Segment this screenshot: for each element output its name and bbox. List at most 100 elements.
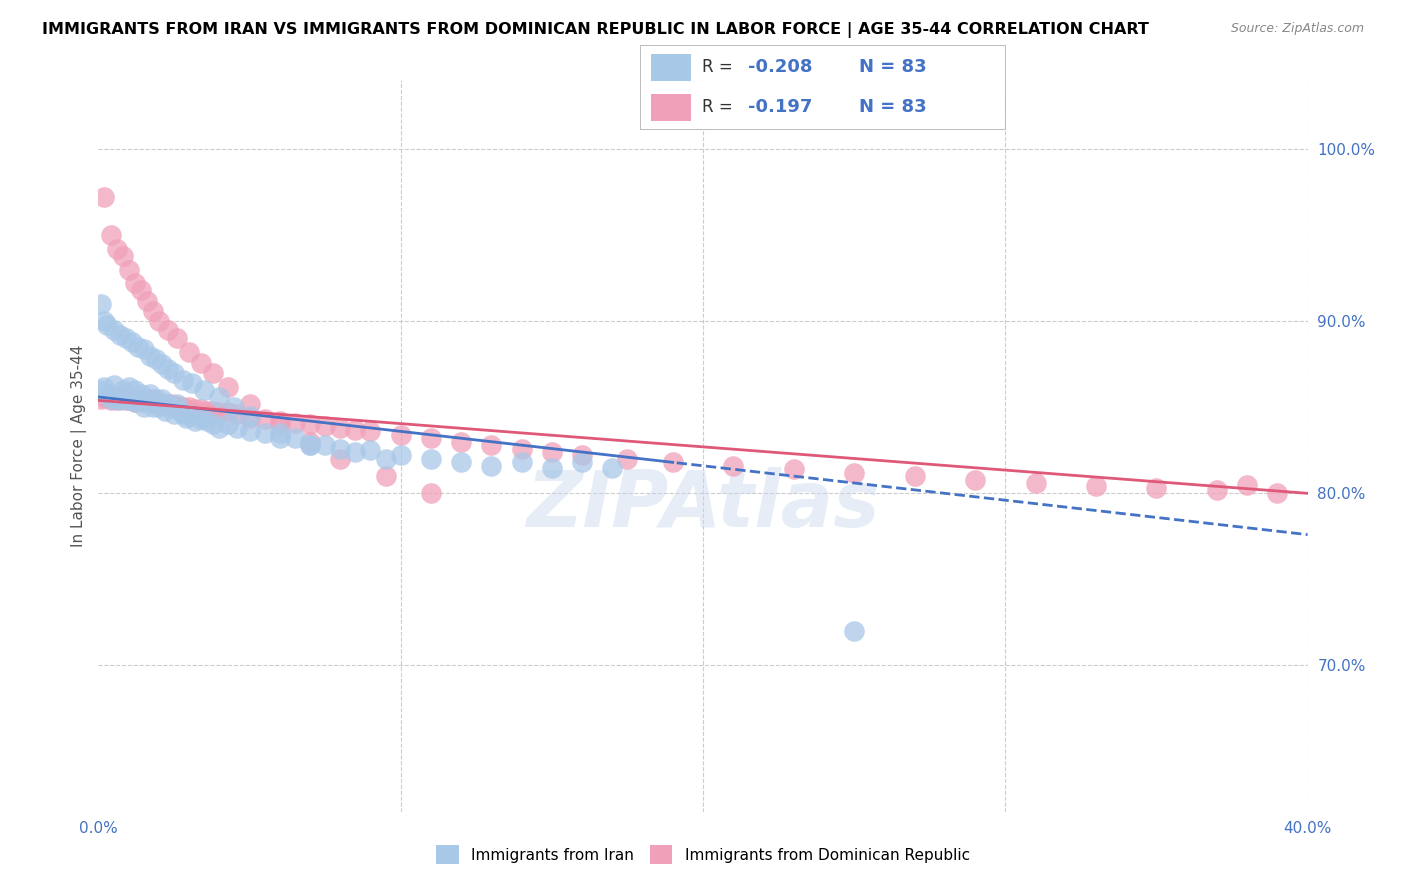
Point [114,390,136,404]
Point [224,401,246,415]
Point [314,438,336,452]
Point [193,383,215,397]
Point [169,403,191,417]
Point [420,451,443,466]
Point [93,379,115,393]
Point [153,397,176,411]
Point [129,393,152,408]
Point [127,340,149,354]
Point [121,393,143,408]
Point [127,392,149,406]
Point [132,392,155,406]
Point [103,390,125,404]
Point [135,395,157,409]
Point [172,401,194,415]
Point [108,393,131,408]
Point [160,397,183,411]
Point [1024,475,1046,490]
Point [481,438,503,452]
Point [118,262,141,277]
Point [190,402,212,417]
Point [103,323,125,337]
Point [129,283,152,297]
Point [132,395,155,409]
Point [96,386,118,401]
Point [195,403,218,417]
Point [163,366,186,380]
Point [132,342,155,356]
Point [114,393,136,408]
Point [269,431,291,445]
Point [184,414,207,428]
Point [166,399,188,413]
Point [1085,479,1108,493]
Point [153,403,176,417]
Point [344,445,367,459]
Point [190,355,212,369]
Point [360,425,382,439]
Point [844,624,866,638]
Point [202,417,225,432]
Point [269,417,291,432]
Point [93,190,115,204]
Text: ZIPAtlas: ZIPAtlas [526,467,880,542]
Point [208,390,231,404]
Point [166,397,188,411]
Point [93,314,115,328]
Point [965,473,987,487]
Legend: Immigrants from Iran, Immigrants from Dominican Republic: Immigrants from Iran, Immigrants from Do… [430,839,976,870]
Point [571,449,593,463]
Point [105,393,128,408]
Point [118,379,141,393]
Point [450,455,472,469]
Point [374,469,396,483]
Point [179,409,201,423]
Point [184,402,207,417]
Point [374,451,396,466]
Point [389,427,412,442]
Point [616,451,638,466]
Point [253,412,276,426]
Point [100,228,122,243]
Point [344,423,367,437]
Text: R =: R = [702,98,738,116]
Point [1144,481,1167,495]
Point [217,417,239,432]
Point [1236,477,1258,491]
Point [202,403,225,417]
Point [111,392,134,406]
Point [103,392,125,406]
Point [172,373,194,387]
Point [420,486,443,500]
Point [96,386,118,401]
Point [129,386,152,401]
Point [96,318,118,332]
Point [111,386,134,401]
Point [1206,483,1229,497]
Point [217,405,239,419]
Point [389,449,412,463]
Point [132,401,155,415]
Point [90,297,112,311]
Point [114,331,136,345]
Point [148,401,170,415]
Point [127,392,149,406]
Point [329,421,352,435]
Point [299,438,322,452]
Point [139,386,162,401]
Point [90,383,112,397]
Point [450,434,472,449]
Point [111,383,134,397]
Point [904,469,927,483]
Text: -0.208: -0.208 [748,59,813,77]
Point [239,409,262,423]
Point [100,392,122,406]
Point [160,401,183,415]
Text: N = 83: N = 83 [859,59,927,77]
Point [239,410,262,425]
Point [179,401,201,415]
Point [661,455,683,469]
Point [179,345,201,359]
Point [360,443,382,458]
Point [172,407,194,421]
